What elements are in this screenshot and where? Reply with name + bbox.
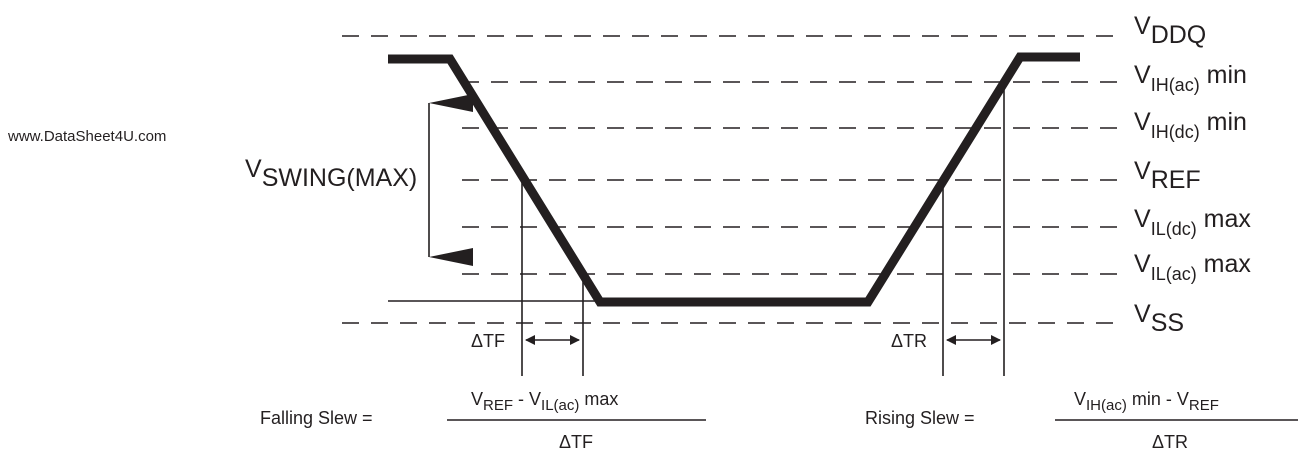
falling-slew-numerator: VREF - VIL(ac) max [471,389,618,414]
falling-slew-denominator: ΔTF [559,432,593,452]
rising-slew-label: Rising Slew = [865,408,975,428]
falling-slew-label: Falling Slew = [260,408,373,428]
watermark-text: www.DataSheet4U.com [7,128,166,145]
vil-ac-label: VIL(ac) max [1134,250,1251,284]
vih-ac-label: VIH(ac) min [1134,61,1247,95]
vih-dc-label: VIH(dc) min [1134,108,1247,142]
vil-dc-label: VIL(dc) max [1134,205,1251,239]
rising-slew-denominator: ΔTR [1152,432,1188,452]
vswing-label: VSWING(MAX) [245,155,417,192]
vss-label: VSS [1134,300,1184,337]
falling-slew-formula: Falling Slew = VREF - VIL(ac) max ΔTF [260,389,706,452]
signal-waveform [388,52,1080,307]
vref-label: VREF [1134,157,1201,194]
delta-tr-label: ΔTR [891,331,927,351]
vddq-label: VDDQ [1134,12,1206,49]
rising-slew-formula: Rising Slew = VIH(ac) min - VREF ΔTR [865,389,1298,452]
delta-tf-label: ΔTF [471,331,505,351]
level-labels: VDDQ VIH(ac) min VIH(dc) min VREF VIL(dc… [1134,12,1251,337]
reference-level-lines [342,35,1122,324]
rising-slew-numerator: VIH(ac) min - VREF [1074,389,1219,414]
